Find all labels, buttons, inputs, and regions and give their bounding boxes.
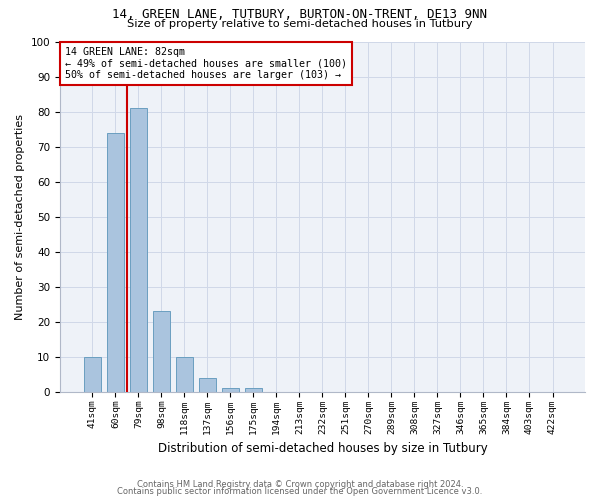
Bar (222, 388, 239, 392)
Bar (107, 132, 124, 392)
Text: 14, GREEN LANE, TUTBURY, BURTON-ON-TRENT, DE13 9NN: 14, GREEN LANE, TUTBURY, BURTON-ON-TRENT… (113, 8, 487, 20)
Bar (130, 108, 147, 392)
Bar (199, 378, 216, 392)
Text: Size of property relative to semi-detached houses in Tutbury: Size of property relative to semi-detach… (127, 19, 473, 29)
Text: Contains HM Land Registry data © Crown copyright and database right 2024.: Contains HM Land Registry data © Crown c… (137, 480, 463, 489)
Text: 14 GREEN LANE: 82sqm
← 49% of semi-detached houses are smaller (100)
50% of semi: 14 GREEN LANE: 82sqm ← 49% of semi-detac… (65, 47, 347, 80)
X-axis label: Distribution of semi-detached houses by size in Tutbury: Distribution of semi-detached houses by … (158, 442, 487, 455)
Bar (153, 311, 170, 392)
Bar (84, 356, 101, 392)
Text: Contains public sector information licensed under the Open Government Licence v3: Contains public sector information licen… (118, 488, 482, 496)
Y-axis label: Number of semi-detached properties: Number of semi-detached properties (15, 114, 25, 320)
Bar (176, 356, 193, 392)
Bar (245, 388, 262, 392)
